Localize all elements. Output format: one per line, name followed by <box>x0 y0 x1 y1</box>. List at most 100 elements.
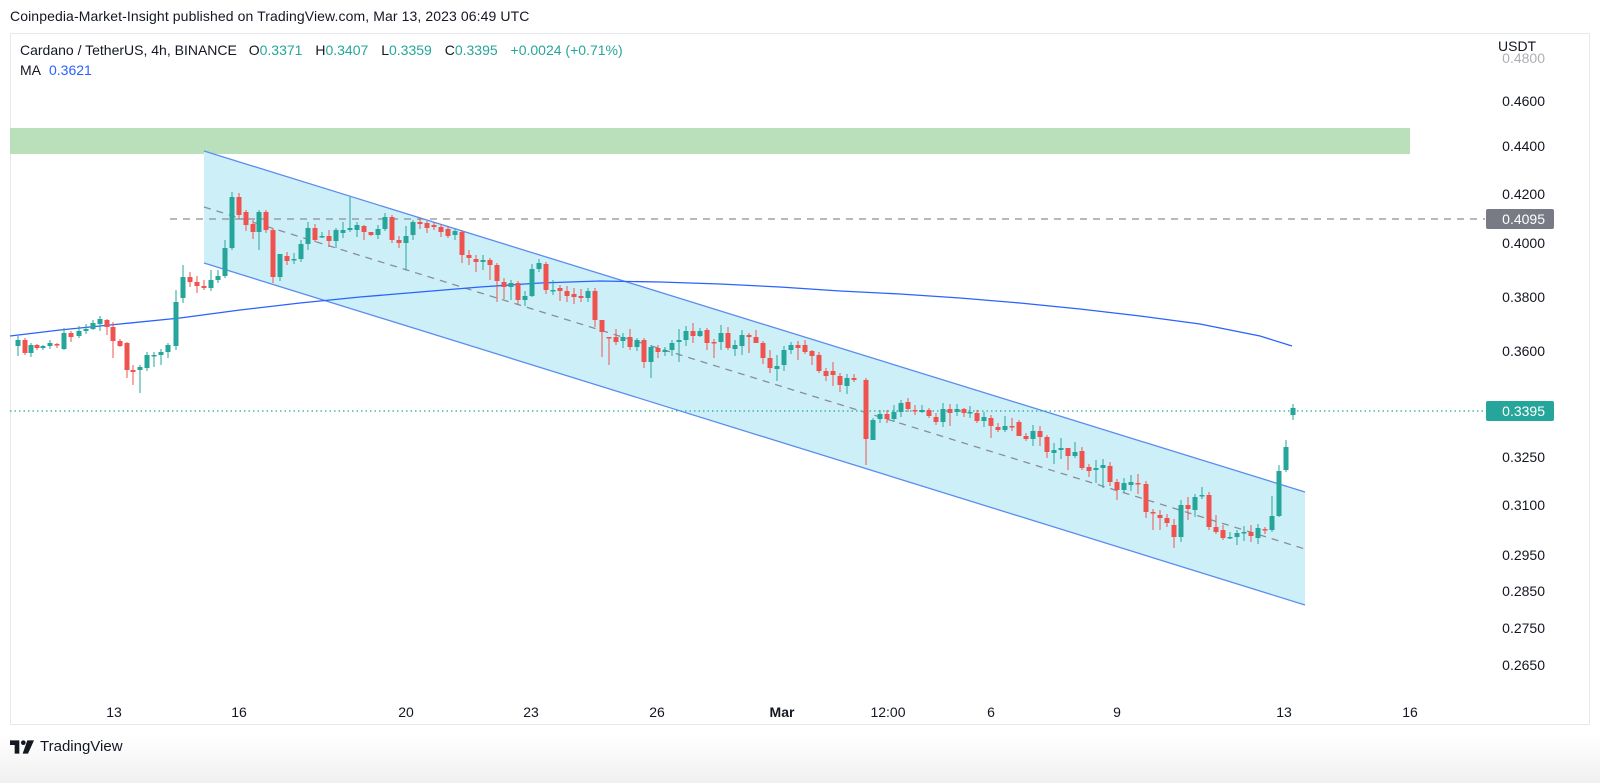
candle-up[interactable] <box>634 338 640 351</box>
candle-up[interactable] <box>967 406 973 418</box>
candle-down[interactable] <box>1206 492 1212 530</box>
supply-zone[interactable] <box>10 128 1410 154</box>
candle-down[interactable] <box>284 252 290 265</box>
candle-down[interactable] <box>466 250 472 265</box>
candle-down[interactable] <box>1037 426 1043 446</box>
candle-up[interactable] <box>1192 494 1198 517</box>
candle-up[interactable] <box>1128 475 1134 491</box>
candle-up[interactable] <box>898 400 904 417</box>
candle-down[interactable] <box>1157 510 1163 530</box>
candle-down[interactable] <box>389 215 395 243</box>
candle-down[interactable] <box>802 340 808 354</box>
candle-up[interactable] <box>222 240 228 278</box>
candle-down[interactable] <box>1023 433 1029 441</box>
candle-up[interactable] <box>410 220 416 240</box>
candle-down[interactable] <box>795 341 801 360</box>
candle-down[interactable] <box>396 236 402 248</box>
candle-up[interactable] <box>173 290 179 350</box>
candle-down[interactable] <box>606 337 612 365</box>
candle-down[interactable] <box>438 224 444 237</box>
candle-down[interactable] <box>1009 418 1015 431</box>
candle-up[interactable] <box>61 328 67 350</box>
candle-up[interactable] <box>83 324 89 334</box>
candle-up[interactable] <box>877 410 883 423</box>
candle-down[interactable] <box>22 338 28 355</box>
candle-down[interactable] <box>1135 474 1141 494</box>
candle-down[interactable] <box>641 338 647 368</box>
candle-up[interactable] <box>354 222 360 237</box>
candle-up[interactable] <box>919 405 925 413</box>
candle-down[interactable] <box>110 322 116 358</box>
candle-up[interactable] <box>620 333 626 348</box>
candle-down[interactable] <box>1171 519 1177 548</box>
candle-up[interactable] <box>1030 425 1036 446</box>
candle-down[interactable] <box>1164 514 1170 527</box>
candle-up[interactable] <box>480 255 486 270</box>
candle-down[interactable] <box>515 281 521 305</box>
candle-down[interactable] <box>201 280 207 290</box>
candle-up[interactable] <box>844 374 850 394</box>
candle-down[interactable] <box>830 362 836 386</box>
candle-up[interactable] <box>1100 459 1106 488</box>
candle-down[interactable] <box>543 262 549 294</box>
candle-down[interactable] <box>494 263 500 302</box>
candle-down[interactable] <box>571 288 577 304</box>
candle-down[interactable] <box>704 328 710 350</box>
candle-down[interactable] <box>263 210 269 233</box>
candle-up[interactable] <box>870 418 876 440</box>
candle-down[interactable] <box>1079 447 1085 470</box>
candle-down[interactable] <box>578 289 584 302</box>
candle-down[interactable] <box>627 329 633 350</box>
candle-down[interactable] <box>1248 525 1254 542</box>
candle-down[interactable] <box>445 226 451 238</box>
candle-down[interactable] <box>837 373 843 392</box>
candle-down[interactable] <box>361 225 367 240</box>
candle-down[interactable] <box>243 210 249 231</box>
candle-down[interactable] <box>711 339 717 358</box>
candle-down[interactable] <box>823 368 829 381</box>
candle-up[interactable] <box>151 352 157 367</box>
candle-down[interactable] <box>1185 497 1191 520</box>
candle-down[interactable] <box>130 365 136 385</box>
candle-up[interactable] <box>452 229 458 240</box>
candle-down[interactable] <box>592 288 598 327</box>
candle-up[interactable] <box>1002 416 1008 432</box>
candle-up[interactable] <box>298 240 304 262</box>
candle-down[interactable] <box>912 405 918 415</box>
candle-up[interactable] <box>180 265 186 303</box>
candle-up[interactable] <box>1178 500 1184 542</box>
candle-up[interactable] <box>774 355 780 381</box>
candle-up[interactable] <box>1241 526 1247 541</box>
candle-up[interactable] <box>1121 478 1127 493</box>
candle-up[interactable] <box>1051 443 1057 464</box>
candle-down[interactable] <box>746 333 752 353</box>
candle-down[interactable] <box>809 350 815 365</box>
candle-up[interactable] <box>788 342 794 354</box>
candle-up[interactable] <box>1290 404 1296 420</box>
candle-up[interactable] <box>1227 532 1233 539</box>
candle-down[interactable] <box>1220 525 1226 540</box>
candle-up[interactable] <box>208 270 214 291</box>
candle-up[interactable] <box>47 340 53 349</box>
candle-down[interactable] <box>884 410 890 423</box>
candle-up[interactable] <box>781 346 787 371</box>
candle-up[interactable] <box>1234 530 1240 545</box>
candle-down[interactable] <box>187 272 193 287</box>
candle-down[interactable] <box>117 339 123 347</box>
candle-up[interactable] <box>137 365 143 393</box>
candle-down[interactable] <box>270 228 276 283</box>
candle-down[interactable] <box>1065 448 1071 470</box>
candle-down[interactable] <box>557 285 563 301</box>
candle-down[interactable] <box>236 193 242 219</box>
candle-up[interactable] <box>536 259 542 272</box>
candle-up[interactable] <box>291 253 297 264</box>
candle-down[interactable] <box>995 423 1001 432</box>
candle-down[interactable] <box>961 408 967 417</box>
ma-label[interactable]: MA <box>20 62 41 78</box>
candle-up[interactable] <box>1199 487 1205 499</box>
candle-down[interactable] <box>655 345 661 358</box>
candle-up[interactable] <box>28 343 34 357</box>
candle-up[interactable] <box>215 270 221 283</box>
moving-average-line[interactable] <box>9 280 1293 347</box>
